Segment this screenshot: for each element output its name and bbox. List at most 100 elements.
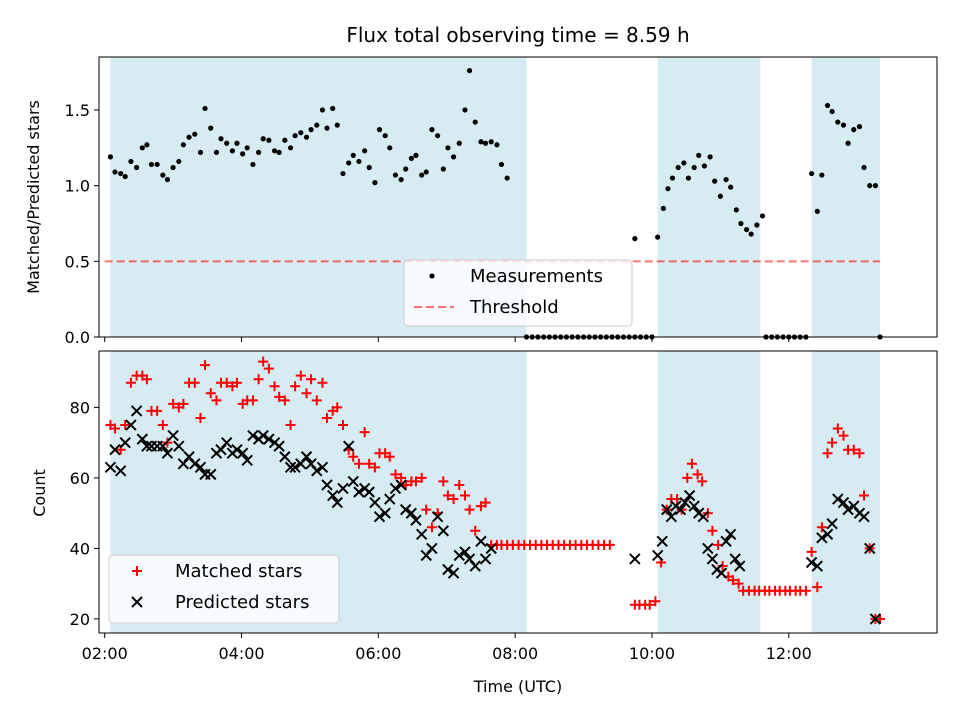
measurement-point bbox=[423, 169, 429, 175]
legend-label: Threshold bbox=[469, 297, 559, 318]
measurement-point bbox=[197, 149, 204, 155]
matched-star-point bbox=[317, 377, 328, 388]
matched-star-point bbox=[707, 525, 718, 536]
measurement-point bbox=[819, 172, 825, 178]
measurement-point bbox=[861, 164, 867, 171]
legend-label: Predicted stars bbox=[175, 592, 309, 613]
measurement-point bbox=[707, 154, 713, 160]
predicted-star-point bbox=[109, 443, 121, 456]
measurement-point bbox=[218, 136, 224, 142]
measurement-point bbox=[845, 140, 851, 146]
predicted-star-point bbox=[273, 440, 285, 452]
matched-star-point bbox=[359, 427, 370, 438]
matched-star-point bbox=[247, 395, 258, 406]
predicted-star-point bbox=[316, 461, 329, 474]
predicted-star-point bbox=[136, 433, 149, 445]
predicted-star-point bbox=[247, 429, 259, 442]
matched-star-point bbox=[200, 360, 211, 371]
predicted-star-point bbox=[665, 510, 678, 523]
matched-star-point bbox=[421, 504, 432, 515]
predicted-star-point bbox=[194, 461, 207, 474]
bottom-y-axis-label: Count bbox=[30, 469, 49, 517]
legend: Measurements Threshold bbox=[403, 259, 633, 327]
measurement-point bbox=[287, 145, 294, 151]
matched-star-point bbox=[353, 458, 364, 469]
measurement-point bbox=[256, 149, 262, 155]
predicted-star-point bbox=[437, 525, 450, 537]
measurement-point bbox=[186, 134, 192, 140]
predicted-star-point bbox=[161, 447, 174, 459]
matched-star-point bbox=[157, 420, 168, 431]
legend-label: Matched stars bbox=[175, 561, 302, 582]
measurement-point bbox=[660, 205, 666, 211]
predicted-star-point bbox=[379, 507, 391, 519]
measurement-point bbox=[134, 164, 140, 171]
predicted-star-point bbox=[426, 542, 438, 555]
measurement-point bbox=[362, 148, 368, 154]
matched-star-point bbox=[311, 395, 322, 406]
matched-star-point bbox=[269, 381, 280, 392]
measurement-point bbox=[482, 140, 489, 146]
predicted-star-point bbox=[475, 535, 487, 548]
measurement-point bbox=[738, 220, 744, 227]
matched-star-point bbox=[178, 398, 189, 409]
x-tick-label: 12:00 bbox=[766, 644, 812, 663]
predicted-star-point bbox=[353, 486, 365, 498]
predicted-star-point bbox=[821, 528, 834, 541]
measurement-point bbox=[192, 131, 198, 137]
predicted-star-point bbox=[811, 560, 823, 572]
matched-star-point bbox=[384, 451, 395, 462]
predicted-star-point bbox=[702, 542, 714, 555]
predicted-star-point bbox=[231, 443, 243, 456]
predicted-star-point bbox=[395, 479, 407, 491]
measurement-point bbox=[504, 175, 510, 181]
y-tick-label: 1.5 bbox=[65, 101, 90, 120]
matched-star-point bbox=[290, 381, 301, 392]
predicted-star-point bbox=[826, 518, 838, 530]
x-tick-label: 04:00 bbox=[218, 644, 264, 663]
matched-star-point bbox=[854, 448, 865, 459]
matched-star-point bbox=[644, 599, 655, 610]
predicted-star-point bbox=[715, 567, 728, 579]
matched-star-point bbox=[120, 420, 131, 431]
measurement-point bbox=[733, 207, 739, 213]
matched-star-point bbox=[258, 356, 269, 367]
predicted-star-point bbox=[205, 468, 217, 481]
predicted-star-point bbox=[300, 451, 313, 463]
measurement-point bbox=[139, 145, 145, 151]
predicted-star-point bbox=[311, 465, 323, 477]
measurement-point bbox=[488, 139, 494, 145]
observing-span bbox=[811, 351, 880, 633]
predicted-star-point bbox=[415, 528, 428, 541]
predicted-star-point bbox=[453, 549, 465, 562]
predicted-star-point bbox=[289, 461, 301, 474]
matched-star-point bbox=[848, 444, 859, 455]
matched-star-point bbox=[301, 388, 312, 399]
measurement-point bbox=[234, 140, 240, 146]
measurement-point bbox=[494, 142, 500, 148]
measurement-point bbox=[308, 127, 314, 133]
measurement-point bbox=[717, 193, 723, 199]
measurement-point bbox=[398, 176, 404, 183]
matched-star-point bbox=[816, 522, 827, 533]
measurement-point bbox=[856, 124, 863, 130]
predicted-star-point bbox=[651, 549, 664, 562]
predicted-star-point bbox=[858, 510, 870, 523]
measurement-point bbox=[696, 152, 702, 158]
measurement-point bbox=[330, 105, 336, 112]
predicted-star-point bbox=[363, 486, 375, 498]
matched-star-point bbox=[806, 546, 817, 557]
predicted-star-point bbox=[141, 440, 153, 452]
measurement-point bbox=[743, 226, 750, 233]
measurement-point bbox=[260, 136, 266, 142]
measurement-point bbox=[408, 155, 414, 162]
measurement-point bbox=[366, 164, 372, 171]
x-tick-label: 02:00 bbox=[82, 644, 128, 663]
measurement-point bbox=[176, 158, 182, 165]
matched-star-point bbox=[221, 377, 232, 388]
x-tick-label: 06:00 bbox=[355, 644, 401, 663]
y-tick-label: 80 bbox=[70, 398, 90, 417]
measurement-point bbox=[445, 145, 451, 151]
matched-star-point bbox=[109, 423, 120, 434]
measurement-point bbox=[213, 149, 220, 155]
